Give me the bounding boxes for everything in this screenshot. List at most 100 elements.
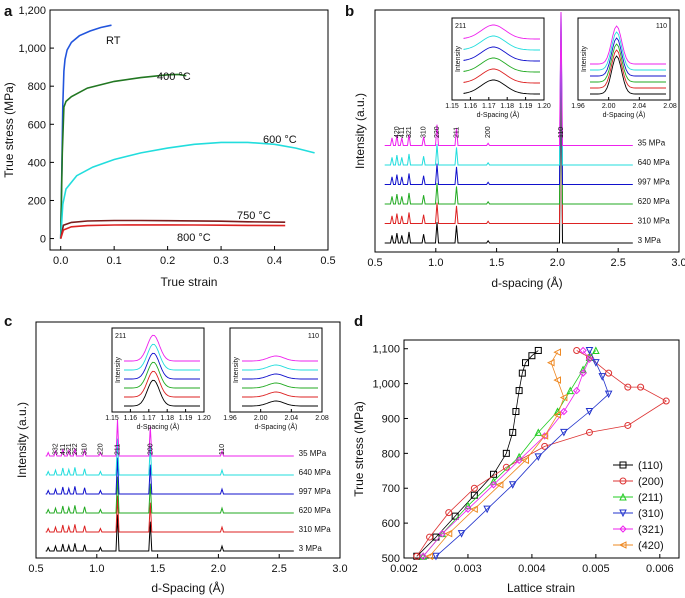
- data-point: [464, 505, 472, 513]
- data-point: [508, 481, 517, 489]
- data-point: [464, 501, 472, 510]
- inset-xlabel: d-Spacing (Å): [603, 110, 646, 119]
- x-tick-label: 0.4: [267, 255, 282, 267]
- data-point: [515, 387, 523, 395]
- spectrum-trace-3: [45, 457, 294, 495]
- series-label: 997 MPa: [638, 178, 671, 187]
- panel-c-frame: [35, 321, 341, 559]
- panel-d: d 0.002 0.003 0.004 0.005 0.006 500 600 700 800…: [352, 313, 680, 595]
- panel-c: c 0.5 1.0 1.5 2.0 2.5 3.0 332 411 321 222 310 220 2…: [4, 313, 348, 595]
- legend-label: (420): [638, 540, 664, 552]
- x-tick-label: 0.5: [320, 255, 335, 267]
- data-point: [502, 449, 510, 457]
- peak-label: 211: [115, 444, 122, 455]
- inset-trace-2: [463, 57, 540, 73]
- data-point: [521, 456, 530, 465]
- inset-trace-2: [124, 361, 200, 389]
- y-tick-label: 1,100: [372, 344, 400, 356]
- series-label: 620 MPa: [638, 197, 671, 206]
- x-tick-label: 2.0: [550, 257, 565, 269]
- legend-marker: [619, 509, 627, 518]
- data-point: [426, 533, 434, 541]
- inset-tick-label: 1.19: [519, 103, 533, 110]
- data-point: [518, 369, 526, 377]
- data-point: [534, 428, 543, 436]
- panel-c-letter: c: [4, 313, 12, 330]
- y-tick-label: 1,000: [372, 379, 400, 391]
- data-point: [579, 346, 587, 355]
- x-tick-label: 0.002: [390, 563, 418, 575]
- legend-label: (200): [638, 476, 664, 488]
- peak-label: 411: [60, 444, 67, 455]
- x-tick-label: 0.2: [160, 255, 175, 267]
- spectrum-trace-4: [384, 11, 633, 166]
- panel-b-letter: b: [345, 3, 354, 20]
- panel-c-ylabel: Intensity (a.u.): [15, 402, 29, 478]
- inset-tick-label: 2.04: [285, 415, 299, 422]
- peak-label: 321: [66, 443, 73, 455]
- data-point: [553, 376, 561, 384]
- inset-frame: [577, 17, 671, 101]
- panel-c-xlabel: d-Spacing (Å): [151, 580, 224, 595]
- inset-title: 211: [115, 333, 126, 340]
- inset-trace-5: [242, 355, 318, 362]
- spectrum-trace-1: [384, 47, 633, 224]
- inset-ylabel: Intensity: [233, 356, 240, 383]
- data-point: [662, 397, 670, 405]
- x-tick-label: 0.003: [454, 563, 482, 575]
- data-point: [546, 358, 555, 367]
- x-tick-label: 3.0: [332, 563, 347, 575]
- panel-d-ylabel: True stress (MPa): [352, 401, 366, 497]
- data-point: [559, 393, 568, 402]
- legend-label: (321): [638, 524, 664, 536]
- inset-xlabel: d-Spacing (Å): [255, 422, 298, 431]
- peak-label: 420: [394, 126, 401, 138]
- legend-label: (211): [638, 492, 663, 504]
- peak-label: 411: [399, 127, 406, 138]
- inset-trace-4: [124, 343, 200, 371]
- x-tick-label: 1.0: [89, 563, 104, 575]
- legend-label: (310): [638, 508, 664, 520]
- inset-title: 110: [656, 23, 667, 30]
- spectrum-trace-0: [45, 514, 294, 552]
- y-tick-label: 600: [382, 518, 400, 530]
- data-point: [560, 407, 568, 416]
- inset-trace-2: [590, 43, 666, 83]
- spectrum-trace-4: [45, 438, 294, 476]
- series-line-5: [429, 351, 565, 557]
- series-label: 35 MPa: [638, 139, 666, 148]
- inset-tick-label: 1.16: [464, 103, 478, 110]
- y-tick-label: 800: [28, 81, 46, 93]
- data-point: [470, 505, 478, 513]
- data-point: [553, 348, 561, 357]
- label-750c: 750 °C: [237, 210, 271, 222]
- panel-b-ylabel: Intensity (a.u.): [353, 93, 367, 169]
- inset-tick-label: 2.04: [633, 103, 647, 110]
- y-tick-label: 400: [28, 157, 46, 169]
- spectrum-trace-3: [384, 11, 633, 185]
- data-point: [540, 432, 549, 440]
- data-point: [604, 390, 613, 399]
- peak-label: 220: [434, 126, 441, 138]
- panel-d-letter: d: [354, 313, 363, 330]
- peak-label: 310: [82, 443, 89, 455]
- data-point: [515, 456, 523, 465]
- inset-title: 211: [455, 23, 466, 30]
- inset-ylabel: Intensity: [455, 45, 462, 72]
- inset-trace-5: [590, 25, 666, 65]
- inset-trace-3: [463, 46, 540, 62]
- inset-trace-3: [124, 352, 200, 380]
- data-point: [534, 453, 543, 461]
- data-point: [592, 359, 600, 367]
- spectrum-trace-2: [384, 27, 633, 205]
- inset-tick-label: 2.00: [254, 415, 268, 422]
- data-point: [489, 481, 498, 489]
- y-tick-label: 700: [382, 483, 400, 495]
- panel-a-ylabel: True stress (MPa): [2, 82, 16, 178]
- panel-a-letter: a: [4, 3, 13, 20]
- inset-tick-label: 2.00: [602, 103, 616, 110]
- series-label: 3 MPa: [299, 544, 323, 553]
- panel-a-xlabel: True strain: [161, 275, 218, 289]
- data-point: [483, 505, 491, 514]
